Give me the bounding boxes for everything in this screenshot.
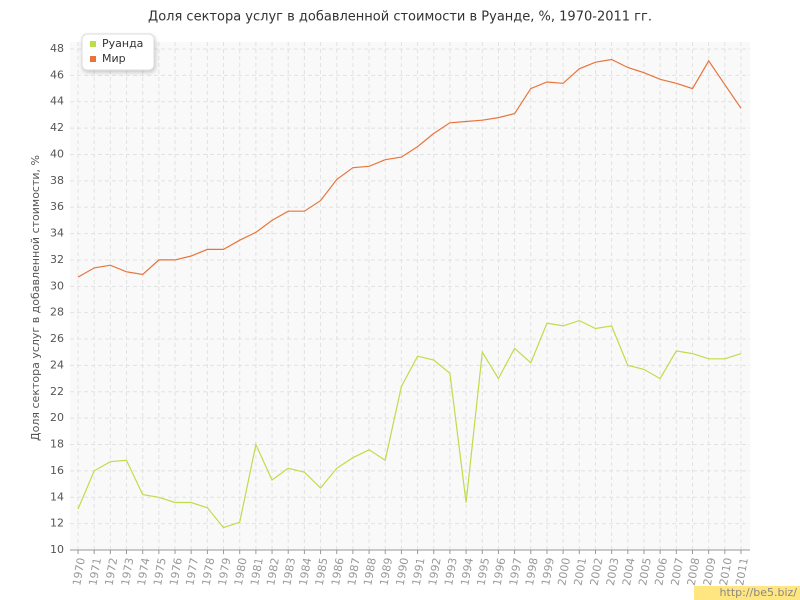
plot-area [70,42,750,550]
x-tick-label: 2003 [604,557,622,587]
x-tick-label: 1990 [394,557,412,587]
x-tick-label: 1970 [70,557,88,587]
y-tick-label: 10 [50,543,64,556]
x-tick-label: 2011 [733,557,751,587]
y-tick-label: 16 [50,464,64,477]
y-tick-label: 48 [50,42,64,55]
x-tick-label: 1989 [377,557,395,587]
x-tick-label: 2002 [588,557,606,587]
x-tick-label: 1986 [329,557,347,587]
x-tick-label: 1993 [442,557,460,587]
series-line [77,58,742,278]
y-tick-label: 44 [50,95,64,108]
y-tick-label: 12 [50,517,64,530]
legend-swatch [90,41,96,47]
watermark: http://be5.biz/ [720,586,798,599]
y-tick-label: 18 [50,438,64,451]
x-tick-label: 1987 [345,557,363,587]
x-tick-label: 1985 [313,557,331,587]
y-tick-label: 30 [50,279,64,292]
legend-swatch [90,56,96,62]
x-tick-label: 1995 [475,557,493,587]
y-axis-label: Доля сектора услуг в добавленной стоимос… [29,155,42,441]
x-tick-label: 2001 [572,557,590,587]
y-tick-label: 20 [50,411,64,424]
x-tick-label: 2007 [669,557,687,587]
x-tick-label: 1975 [151,557,169,587]
x-tick-label: 1981 [248,557,266,587]
y-tick-label: 34 [50,227,64,240]
x-tick-label: 1988 [361,557,379,587]
legend-label: Мир [102,52,126,65]
y-tick-label: 26 [50,332,64,345]
x-tick-label: 1979 [216,557,234,587]
x-tick-label: 2004 [620,557,638,587]
chart-title: Доля сектора услуг в добавленной стоимос… [148,10,652,25]
x-tick-label: 1974 [135,557,153,587]
series-line [77,319,742,529]
x-tick-label: 1978 [200,557,218,587]
x-tick-label: 1980 [232,557,250,587]
x-tick-label: 1997 [507,557,525,587]
x-tick-label: 1971 [86,557,104,587]
x-tick-label: 1973 [119,557,137,587]
x-tick-label: 1983 [280,557,298,587]
x-tick-label: 1976 [167,557,185,587]
x-tick-label: 2010 [717,557,735,587]
x-tick-label: 2000 [555,557,573,587]
x-tick-label: 1998 [523,557,541,587]
x-tick-label: 1984 [297,557,315,587]
y-tick-label: 32 [50,253,64,266]
x-tick-label: 1991 [410,557,428,587]
x-tick-label: 1999 [539,557,557,587]
x-tick-label: 1972 [103,557,121,587]
x-tick-label: 1982 [264,557,282,587]
y-tick-label: 38 [50,174,64,187]
x-tick-label: 1994 [458,557,476,587]
watermark-bg [694,586,800,600]
x-tick-label: 2008 [685,557,703,587]
y-tick-label: 24 [50,358,64,371]
y-tick-label: 46 [50,68,64,81]
x-tick-label: 2009 [701,557,719,587]
x-tick-label: 1977 [183,557,201,587]
legend-box [81,33,155,71]
y-tick-label: 14 [50,490,64,503]
x-tick-label: 2006 [652,557,670,587]
y-tick-label: 40 [50,147,64,160]
y-tick-label: 36 [50,200,64,213]
x-tick-label: 1996 [491,557,509,587]
x-tick-label: 2005 [636,557,654,587]
y-tick-label: 28 [50,306,64,319]
y-tick-label: 22 [50,385,64,398]
legend-label: Руанда [102,37,143,50]
x-tick-label: 1992 [426,557,444,587]
y-tick-label: 42 [50,121,64,134]
